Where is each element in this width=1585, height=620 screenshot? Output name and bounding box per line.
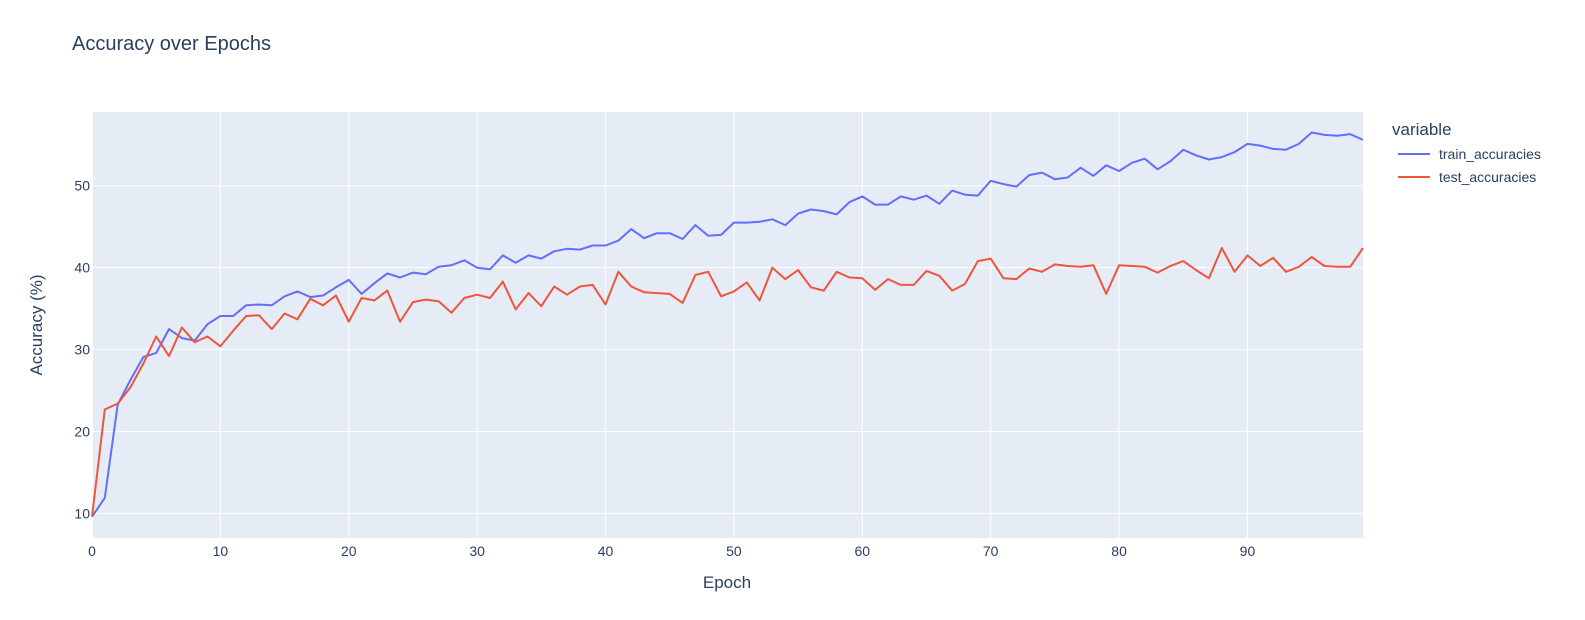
series-lines: [91, 131, 1364, 518]
legend-item-test_accuracies[interactable]: test_accuracies: [1398, 169, 1536, 185]
x-tick-label: 30: [469, 543, 485, 559]
x-tick-label: 90: [1240, 543, 1256, 559]
y-axis-title: Accuracy (%): [27, 274, 46, 375]
x-tick-label: 10: [213, 543, 229, 559]
x-tick-label: 60: [855, 543, 871, 559]
series-line-train_accuracies: [91, 131, 1364, 518]
x-tick-label: 20: [341, 543, 357, 559]
x-tick-label: 0: [88, 543, 96, 559]
y-tick-label: 40: [74, 260, 90, 276]
legend-title: variable: [1392, 120, 1452, 139]
legend[interactable]: variable train_accuracies test_accuracies: [1392, 120, 1541, 185]
y-axis-ticks: 10 20 30 40 50: [74, 178, 90, 522]
x-tick-label: 80: [1111, 543, 1127, 559]
x-axis-ticks: 0 10 20 30 40 50 60 70 80 90: [88, 543, 1255, 559]
x-axis-title: Epoch: [703, 573, 751, 592]
plot-area: [92, 112, 1363, 538]
y-tick-label: 20: [74, 424, 90, 440]
legend-label: train_accuracies: [1439, 146, 1541, 162]
x-tick-label: 50: [726, 543, 742, 559]
gridlines: [91, 112, 1363, 538]
chart-title: Accuracy over Epochs: [72, 33, 271, 55]
x-tick-label: 70: [983, 543, 999, 559]
x-tick-label: 40: [598, 543, 614, 559]
legend-item-train_accuracies[interactable]: train_accuracies: [1398, 146, 1541, 162]
series-line-test_accuracies: [91, 247, 1364, 517]
y-tick-label: 30: [74, 342, 90, 358]
y-tick-label: 10: [74, 505, 90, 521]
legend-label: test_accuracies: [1439, 169, 1536, 185]
y-tick-label: 50: [74, 178, 90, 194]
